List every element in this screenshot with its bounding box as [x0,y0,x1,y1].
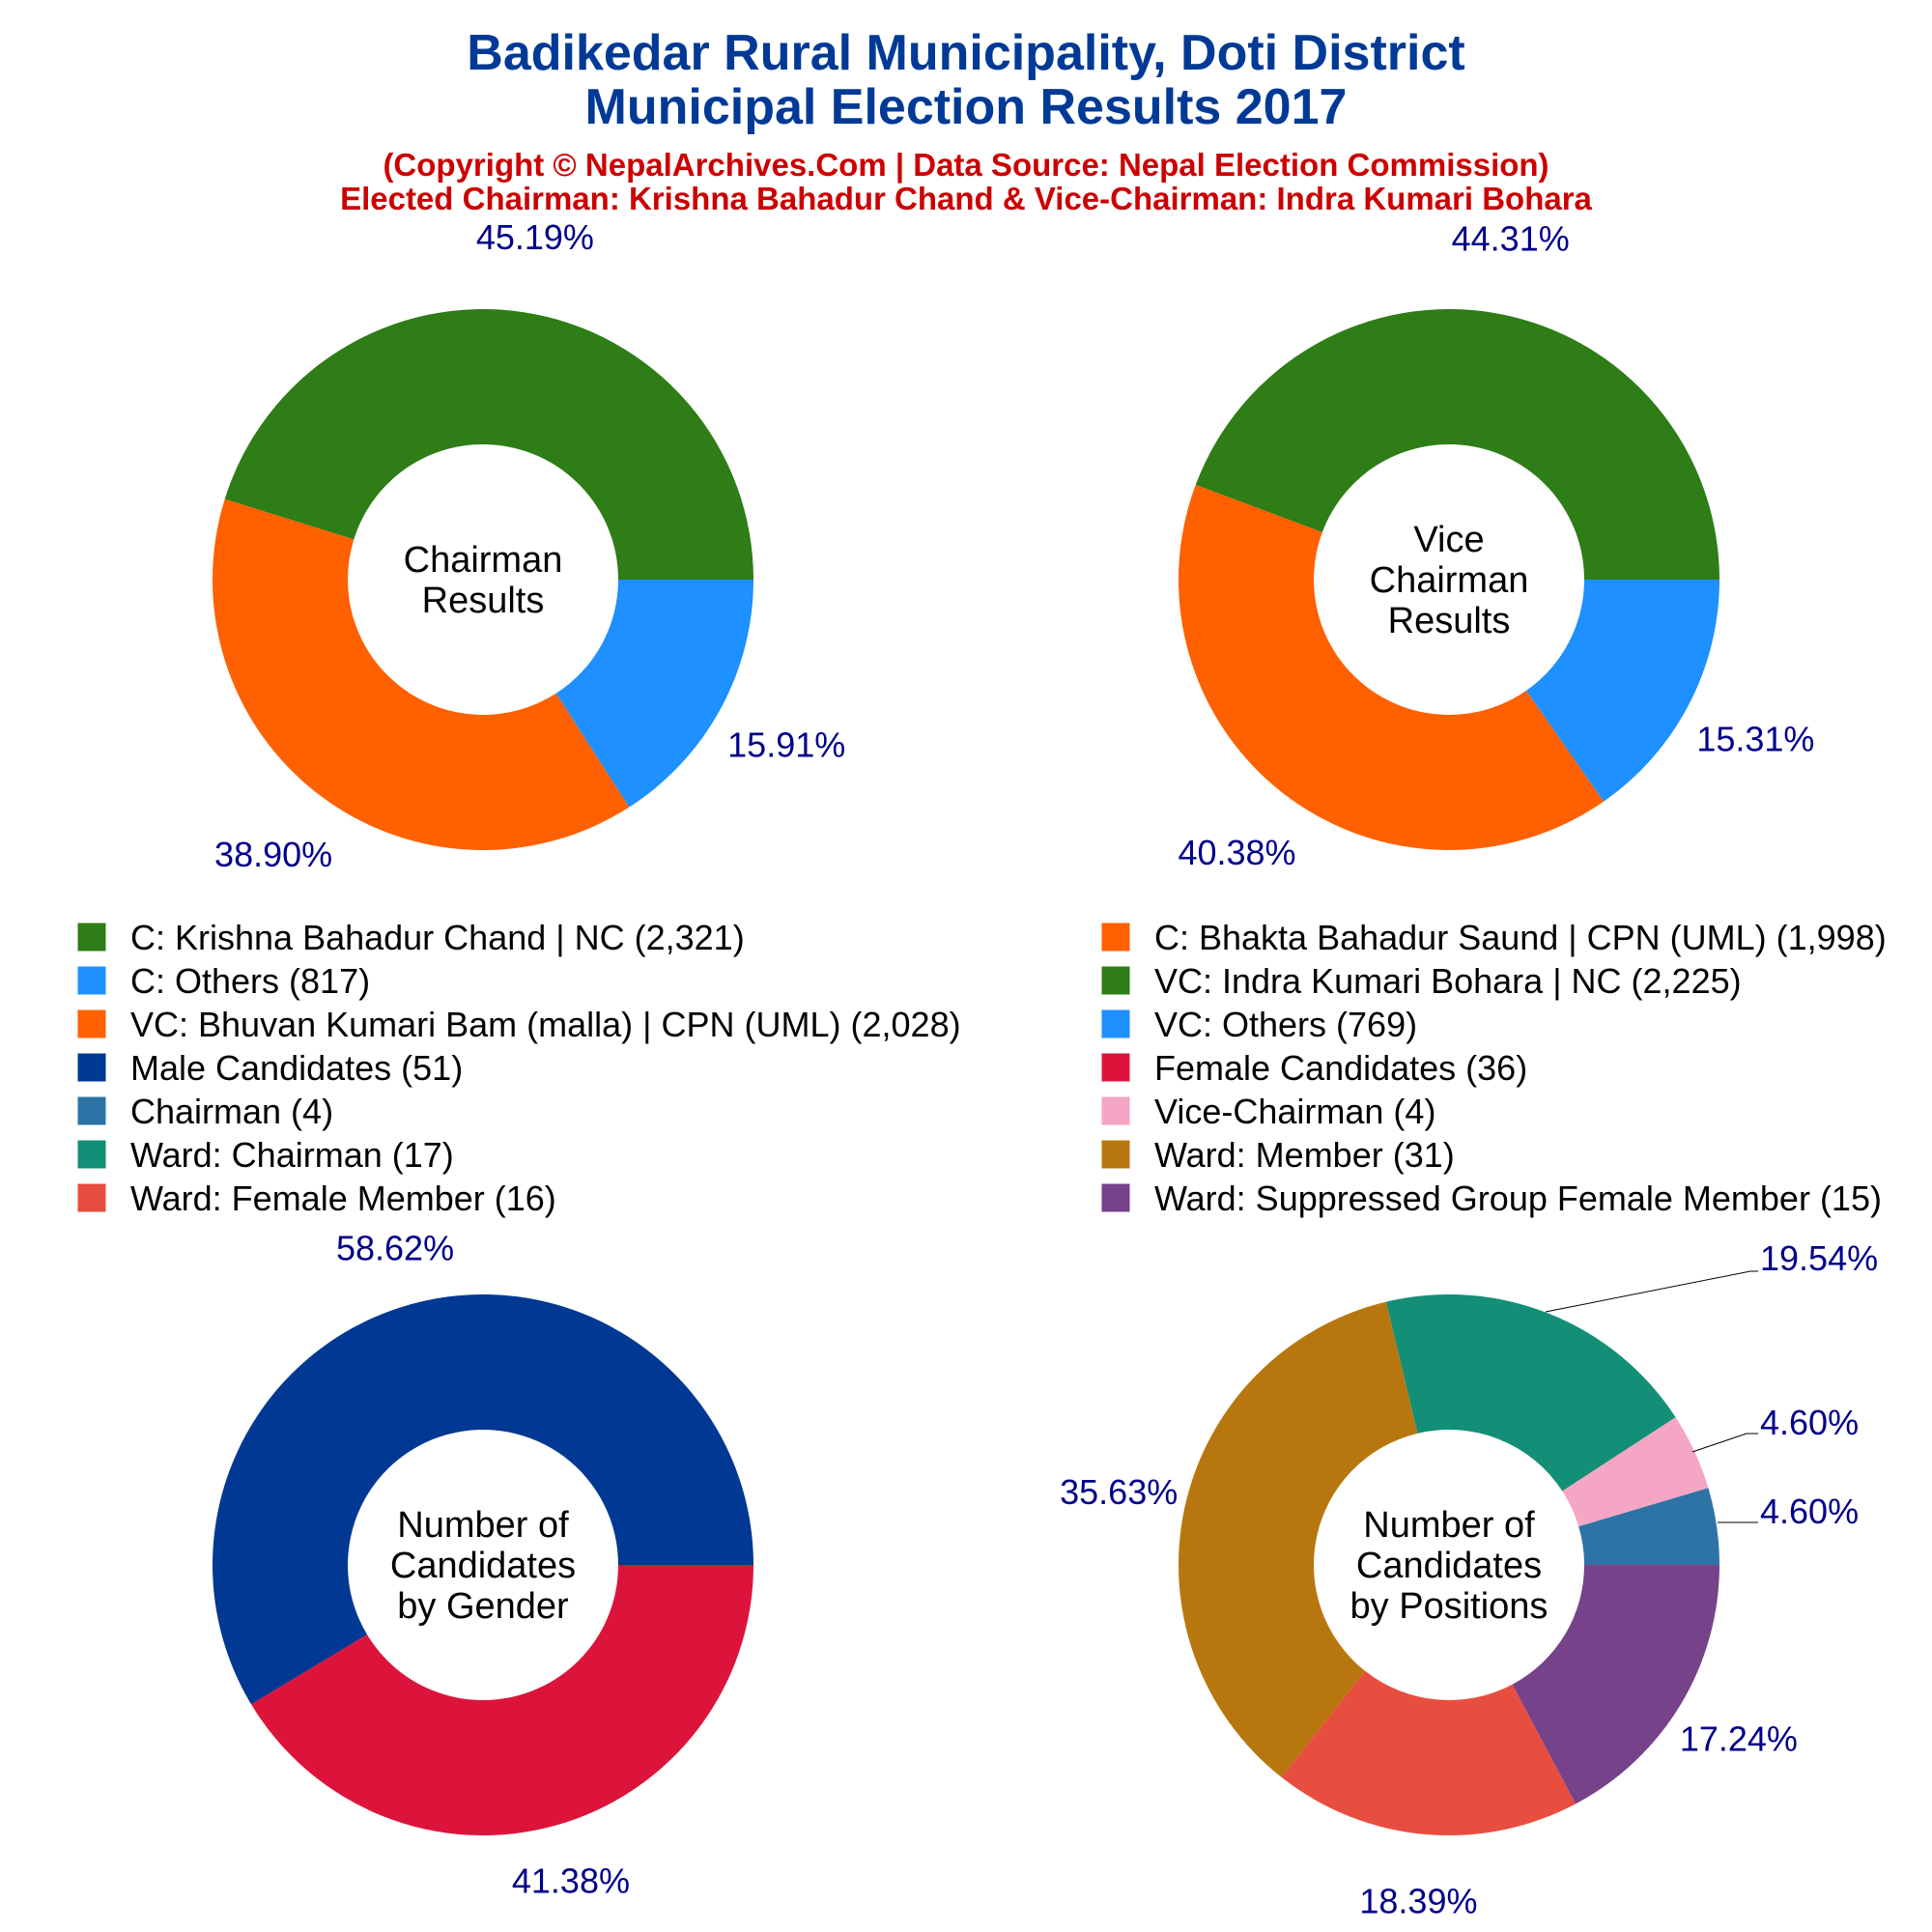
legend-swatch-3 [76,965,107,996]
legend-item-12: Ward: Member (31) [1100,1135,1455,1175]
donut-4-slice-1 [1578,1488,1719,1565]
legend-swatch-9 [76,1095,107,1126]
legend-item-1: C: Krishna Bahadur Chand | NC (2,321) [76,918,745,957]
donut-2-slice-2 [1179,484,1605,851]
donut-4-label-3: 19.54% [1760,1238,1878,1278]
donut-4-slice-6 [1512,1565,1719,1804]
donut-3-slice-2 [251,1565,754,1836]
legend: C: Krishna Bahadur Chand | NC (2,321) C: … [76,918,1887,1218]
legend-item-6: VC: Others (769) [1100,1005,1417,1044]
legend-label-14: Ward: Suppressed Group Female Member (15… [1154,1179,1882,1218]
donut-2-center-label-2: Chairman [1370,560,1529,601]
legend-item-7: Male Candidates (51) [76,1048,463,1088]
donut-4-label-5: 18.39% [1359,1882,1477,1921]
donut-1-label-1: 45.19% [476,217,594,257]
legend-swatch-5 [76,1009,107,1039]
legend-label-2: C: Bhakta Bahadur Saund | CPN (UML) (1,9… [1154,918,1887,957]
donut-4-label-6: 17.24% [1680,1719,1798,1758]
donut-4-center-label-1: Number of [1363,1505,1535,1546]
legend-label-8: Female Candidates (36) [1154,1048,1527,1088]
donut-1-slice-3 [555,580,753,808]
legend-swatch-6 [1100,1009,1131,1039]
legend-item-8: Female Candidates (36) [1100,1048,1527,1088]
donut-1-slice-1 [224,309,753,580]
legend-label-10: Vice-Chairman (4) [1154,1092,1435,1131]
donut-1-label-3: 15.91% [727,725,845,765]
legend-swatch-8 [1100,1052,1131,1083]
legend-label-7: Male Candidates (51) [130,1048,463,1088]
legend-label-5: VC: Bhuvan Kumari Bam (malla) | CPN (UML… [130,1005,961,1044]
donut-1-center-label-1: Chairman [404,540,563,581]
donut-4-slice-2 [1562,1417,1709,1527]
donut-4-leader-3 [1545,1270,1758,1313]
donut-3-center-label-3: by Gender [397,1586,569,1627]
chart-title-line-2: Municipal Election Results 2017 [585,79,1348,135]
donut-4-slice-4 [1179,1301,1418,1777]
donut-2-slice-1 [1195,309,1719,580]
donut-3-label-2: 41.38% [512,1861,630,1901]
legend-item-14: Ward: Suppressed Group Female Member (15… [1100,1179,1882,1218]
chart-subtitle-line-1: (Copyright © NepalArchives.Com | Data So… [383,147,1548,183]
donut-4-label-4: 35.63% [1060,1472,1178,1512]
legend-swatch-10 [1100,1095,1131,1126]
donut-2-center-label-1: Vice [1413,520,1484,560]
legend-label-9: Chairman (4) [130,1092,333,1131]
donut-3-center-label-2: Candidates [390,1546,576,1586]
donut-2-label-3: 15.31% [1696,720,1814,759]
legend-swatch-1 [76,922,107,952]
legend-swatch-14 [1100,1182,1131,1213]
donut-charts: 45.19%38.90%15.91%ChairmanResults44.31%4… [212,217,1878,1921]
donut-4-center-label-2: Candidates [1356,1546,1542,1586]
legend-swatch-12 [1100,1139,1131,1170]
legend-swatch-11 [76,1139,107,1170]
legend-label-1: C: Krishna Bahadur Chand | NC (2,321) [130,918,745,957]
donut-1-label-2: 38.90% [214,835,332,874]
legend-label-12: Ward: Member (31) [1154,1135,1455,1175]
donut-3-slice-1 [213,1293,754,1705]
donut-3-center-label-1: Number of [397,1505,569,1546]
donut-1-center-label-2: Results [422,581,545,621]
donut-2-label-2: 40.38% [1178,833,1295,872]
donut-2-center-label-3: Results [1388,601,1511,641]
donut-1-slice-2 [212,498,630,851]
chart-subtitle-line-2: Elected Chairman: Krishna Bahadur Chand … [340,181,1592,216]
legend-label-3: C: Others (817) [130,961,370,1001]
legend-label-11: Ward: Chairman (17) [130,1135,454,1175]
donut-4-label-1: 4.60% [1760,1492,1859,1531]
legend-swatch-7 [76,1052,107,1083]
legend-item-5: VC: Bhuvan Kumari Bam (malla) | CPN (UML… [76,1005,961,1044]
legend-label-4: VC: Indra Kumari Bohara | NC (2,225) [1154,961,1742,1001]
legend-item-2: C: Bhakta Bahadur Saund | CPN (UML) (1,9… [1100,918,1887,957]
donut-4-label-2: 4.60% [1760,1403,1859,1442]
legend-label-6: VC: Others (769) [1154,1005,1417,1044]
legend-item-10: Vice-Chairman (4) [1100,1092,1435,1131]
legend-item-9: Chairman (4) [76,1092,333,1131]
donut-2-slice-3 [1526,580,1719,802]
legend-item-4: VC: Indra Kumari Bohara | NC (2,225) [1100,961,1742,1001]
donut-2-label-1: 44.31% [1452,219,1570,259]
legend-label-13: Ward: Female Member (16) [130,1179,556,1218]
legend-swatch-13 [76,1182,107,1213]
legend-swatch-4 [1100,965,1131,996]
donut-3-label-1: 58.62% [336,1228,454,1267]
donut-chart-4: 4.60% 4.60% 19.54% 35.63% 18.39% 17.24% Number… [1060,1238,1878,1921]
donut-4-slice-3 [1385,1293,1676,1492]
donut-4-leader-2 [1691,1433,1758,1453]
legend-swatch-2 [1100,922,1131,952]
legend-item-11: Ward: Chairman (17) [76,1135,454,1175]
legend-item-13: Ward: Female Member (16) [76,1179,556,1218]
legend-item-3: C: Others (817) [76,961,370,1001]
donut-4-center-label-3: by Positions [1350,1586,1548,1627]
chart-title-line-1: Badikedar Rural Municipality, Doti Distr… [467,25,1464,81]
donut-4-slice-5 [1281,1670,1577,1836]
